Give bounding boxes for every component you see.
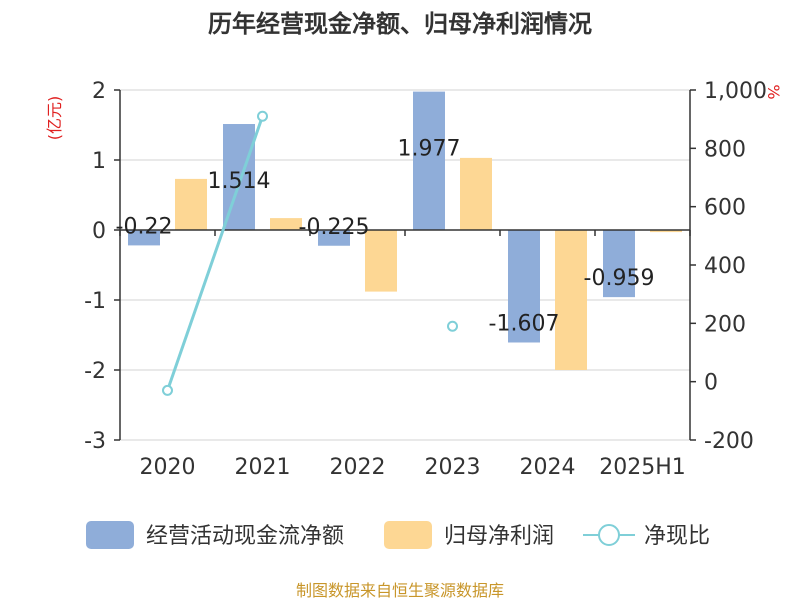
legend-label-net-profit[interactable]: 归母净利润 <box>444 524 554 549</box>
ratio-line <box>162 110 458 396</box>
legend-label-cashflow[interactable]: 经营活动现金流净额 <box>146 524 344 549</box>
tick-labels: 2 1 0 -1 -2 -3 1,000 800 600 400 200 0 -200 2020 2021 2… <box>84 79 767 480</box>
legend-label-ratio[interactable]: 净现比 <box>644 524 710 549</box>
cashflow-bar <box>603 230 635 298</box>
cashflow-bar <box>413 91 445 230</box>
net-profit-bar <box>555 230 587 370</box>
right-axis-unit: % <box>764 84 783 99</box>
source-note: 制图数据来自恒生聚源数据库 <box>296 581 504 600</box>
cashflow-bar <box>508 230 540 343</box>
left-tick-label: -1 <box>84 289 106 314</box>
bar-data-label: 1.514 <box>208 169 271 194</box>
x-tick-label: 2022 <box>330 455 386 480</box>
ratio-point <box>162 384 173 396</box>
net-profit-bar <box>365 230 397 292</box>
axes <box>114 89 696 441</box>
right-tick-label: 800 <box>704 137 746 162</box>
x-tick-label: 2024 <box>520 455 576 480</box>
x-tick-label: 2023 <box>425 455 481 480</box>
left-tick-label: 2 <box>92 79 106 104</box>
net-profit-bar <box>175 178 207 230</box>
bar-data-label: -0.22 <box>116 214 173 239</box>
net-profit-bar <box>650 230 682 233</box>
cashflow-bar <box>318 230 350 246</box>
ratio-point <box>257 110 268 122</box>
ratio-point <box>447 320 458 332</box>
legend-swatch-cashflow[interactable] <box>86 521 134 549</box>
data-labels: -0.22 1.514 -0.225 1.977 -1.607 -0.959 <box>116 137 655 337</box>
ratio-line-segment <box>166 115 264 391</box>
x-tick-label: 2025H1 <box>599 455 686 480</box>
left-axis-unit: (亿元) <box>45 96 64 141</box>
x-tick-label: 2021 <box>235 455 291 480</box>
legend-marker-ratio[interactable] <box>598 524 620 546</box>
right-tick-label: 0 <box>704 371 718 396</box>
bar-data-label: -1.607 <box>489 311 560 336</box>
bar-data-label: -0.225 <box>299 215 370 240</box>
chart-title: 历年经营现金净额、归母净利润情况 <box>208 10 592 38</box>
right-tick-label: -200 <box>704 429 754 454</box>
right-tick-label: 400 <box>704 254 746 279</box>
net-profit-bar <box>460 157 492 230</box>
bar-data-label: -0.959 <box>584 266 655 291</box>
left-tick-label: 1 <box>92 149 106 174</box>
left-tick-label: -3 <box>84 429 106 454</box>
legend[interactable]: 经营活动现金流净额 归母净利润 净现比 <box>86 521 710 549</box>
cashflow-bar <box>128 230 160 246</box>
left-tick-label: 0 <box>92 219 106 244</box>
right-tick-label: 600 <box>704 196 746 221</box>
right-tick-label: 1,000 <box>704 79 767 104</box>
legend-swatch-net-profit[interactable] <box>384 521 432 549</box>
left-tick-label: -2 <box>84 359 106 384</box>
net-profit-bar <box>270 218 302 230</box>
bar-data-label: 1.977 <box>398 137 461 162</box>
right-tick-label: 200 <box>704 312 746 337</box>
x-tick-label: 2020 <box>140 455 196 480</box>
